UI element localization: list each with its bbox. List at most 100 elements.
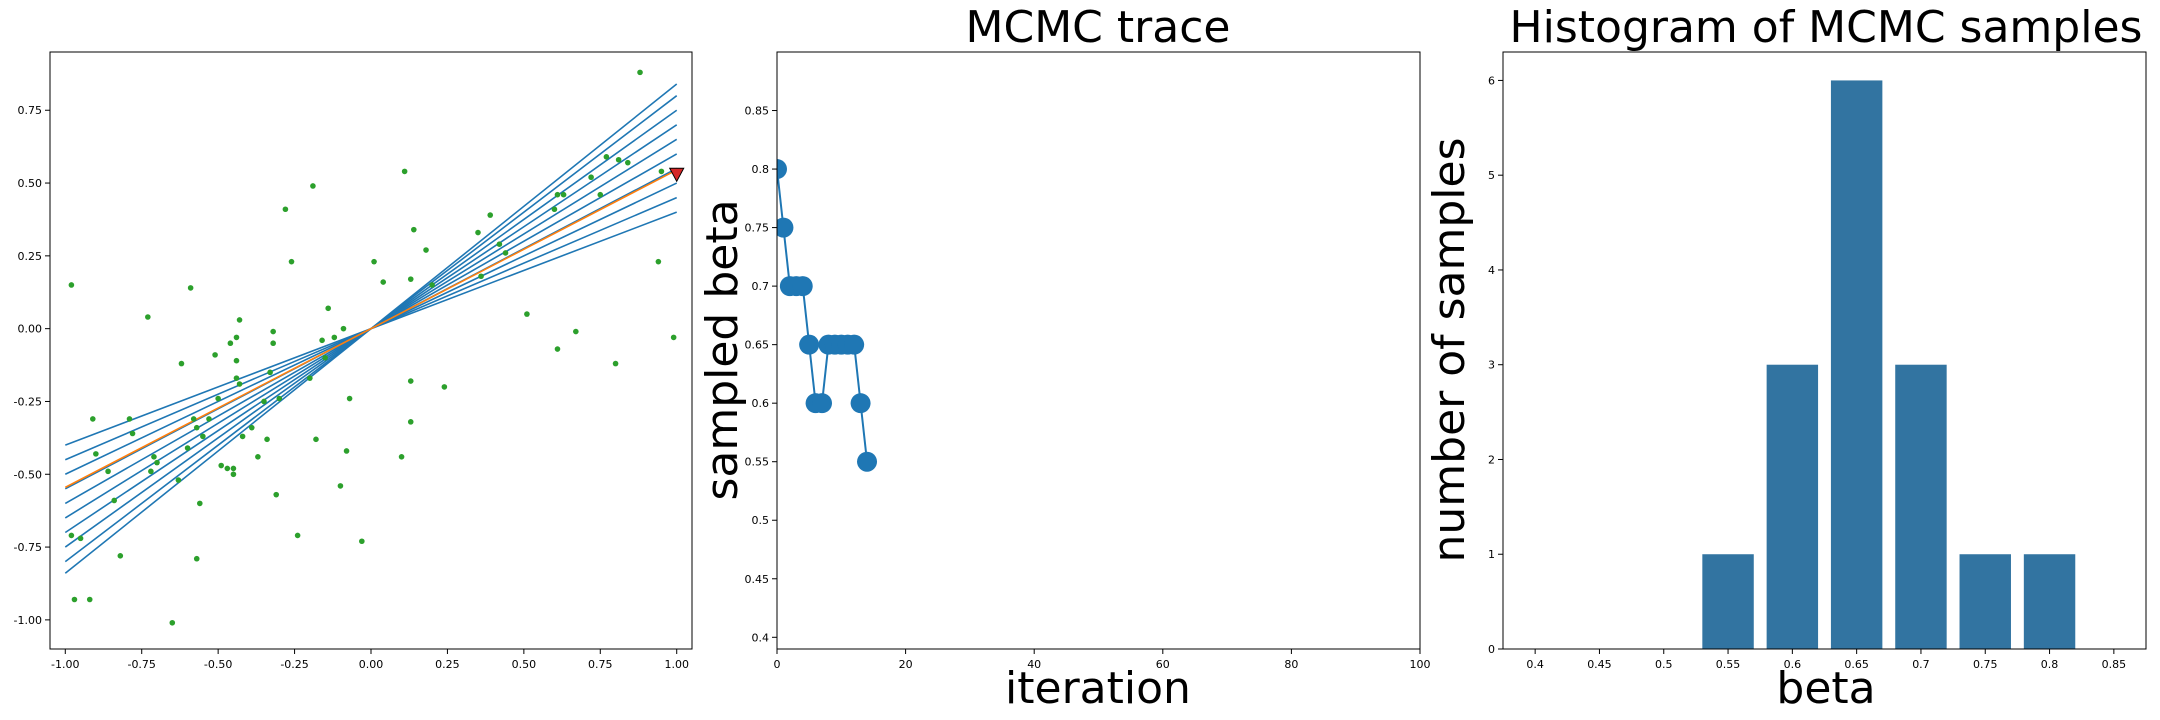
data-point [129, 430, 136, 437]
histogram-xtick-label: 0.5 [1655, 658, 1673, 671]
scatter-xtick-label: 0.00 [359, 658, 384, 671]
histogram-xtick-label: 0.45 [1587, 658, 1612, 671]
data-point [154, 459, 160, 466]
histogram-bar [1830, 80, 1883, 649]
data-point [340, 325, 347, 332]
data-point [206, 416, 212, 422]
data-point [68, 282, 75, 288]
data-point [310, 183, 316, 189]
histogram-xtick-label: 0.8 [2041, 658, 2059, 671]
trace-series [777, 159, 878, 472]
data-point [401, 168, 408, 175]
scatter-plot-area [64, 69, 685, 626]
data-point [248, 424, 255, 431]
trace-ytick-label: 0.45 [745, 573, 770, 586]
trace-title: MCMC trace [966, 2, 1231, 53]
data-point [475, 229, 481, 236]
trace-xlabel: iteration [1005, 663, 1191, 714]
data-point [588, 174, 594, 181]
histogram-ytick-label: 4 [1488, 264, 1495, 277]
data-point [407, 378, 414, 384]
scatter-ytick-label: 0.25 [18, 250, 43, 263]
data-point [190, 416, 197, 422]
data-point [77, 535, 84, 542]
data-point [215, 395, 221, 402]
trace-ytick-label: 0.7 [752, 280, 770, 293]
data-point [187, 285, 194, 291]
trace-panel: MCMC trace 0 20 40 60 80 100 0.4 0.45 0.5 0.55 0.6… [697, 2, 1431, 714]
trace-xtick-label: 80 [1284, 658, 1298, 671]
data-point [193, 555, 200, 562]
histogram-ytick-label: 2 [1488, 453, 1495, 466]
data-point [331, 334, 338, 341]
data-point [603, 154, 610, 160]
histogram-xtick-label: 0.55 [1716, 658, 1741, 671]
histogram-xtick-label: 0.6 [1784, 658, 1802, 671]
scatter-ytick-label: -0.75 [14, 541, 42, 554]
data-point [200, 433, 206, 440]
data-point [637, 69, 643, 76]
data-point [487, 212, 494, 218]
trace-plot-area [777, 159, 878, 472]
histogram-bar [1702, 554, 1754, 649]
trace-ytick-label: 0.8 [752, 163, 770, 176]
histogram-bar [1766, 364, 1819, 649]
data-point [233, 334, 240, 341]
trace-point [812, 393, 833, 414]
data-point [71, 596, 78, 603]
data-point [573, 328, 579, 335]
histogram-xlabel: beta [1776, 663, 1875, 714]
data-point [612, 360, 619, 367]
scatter-xtick-label: -1.00 [51, 658, 79, 671]
data-point [90, 416, 96, 422]
data-point [560, 191, 567, 198]
trace-ytick-label: 0.4 [752, 631, 770, 644]
trace-point [777, 159, 787, 180]
data-point [270, 340, 276, 347]
data-point [343, 448, 350, 454]
data-point [218, 462, 224, 469]
data-point [496, 241, 503, 248]
data-point [227, 340, 234, 347]
data-point [111, 497, 117, 504]
data-point [319, 337, 325, 344]
histogram-bar [1895, 364, 1947, 649]
data-point [148, 468, 154, 475]
histogram-bar [2023, 554, 2076, 649]
data-point [193, 424, 200, 431]
data-point [236, 381, 243, 387]
data-point [380, 279, 387, 285]
trace-frame [776, 51, 1421, 650]
data-point [478, 273, 484, 280]
scatter-xtick-label: 0.75 [588, 658, 613, 671]
histogram-title: Histogram of MCMC samples [1510, 2, 2143, 53]
histogram-xtick-label: 0.7 [1912, 658, 1930, 671]
data-point [126, 416, 133, 422]
data-point [236, 317, 243, 323]
scatter-panel: -1.00 -0.75 -0.50 -0.25 0.00 0.25 0.50 0.75 1.00… [14, 51, 693, 671]
data-point [346, 395, 353, 402]
scatter-xtick-label: 1.00 [664, 658, 689, 671]
data-point [307, 375, 313, 381]
scatter-ytick-label: -0.25 [14, 395, 42, 408]
trace-axes: 0 20 40 60 80 100 0.4 0.45 0.5 0.55 0.6 0.65 0.7 0.75… [745, 105, 1431, 671]
trace-xtick-label: 60 [1156, 658, 1170, 671]
trace-ytick-label: 0.5 [752, 514, 770, 527]
data-point [411, 226, 417, 233]
data-point [337, 483, 344, 489]
trace-xtick-label: 100 [1410, 658, 1431, 671]
histogram-panel: Histogram of MCMC samples 0.4 0.45 0.5 0.55… [1424, 2, 2147, 714]
data-point [86, 596, 93, 603]
scatter-axes: -1.00 -0.75 -0.50 -0.25 0.00 0.25 0.50 0.75 1.00… [14, 104, 689, 671]
histogram-axes: 0.4 0.45 0.5 0.55 0.6 0.65 0.7 0.75 0.8 0.85 0 1 2 3 4… [1488, 74, 2126, 671]
data-point [288, 258, 295, 265]
data-point [276, 395, 283, 402]
trace-ytick-label: 0.65 [745, 339, 770, 352]
data-point [597, 191, 604, 198]
histogram-ytick-label: 3 [1488, 359, 1495, 372]
trace-xtick-label: 0 [774, 658, 781, 671]
histogram-xtick-label: 0.75 [1973, 658, 1998, 671]
data-point [93, 451, 99, 457]
data-point [551, 206, 558, 213]
